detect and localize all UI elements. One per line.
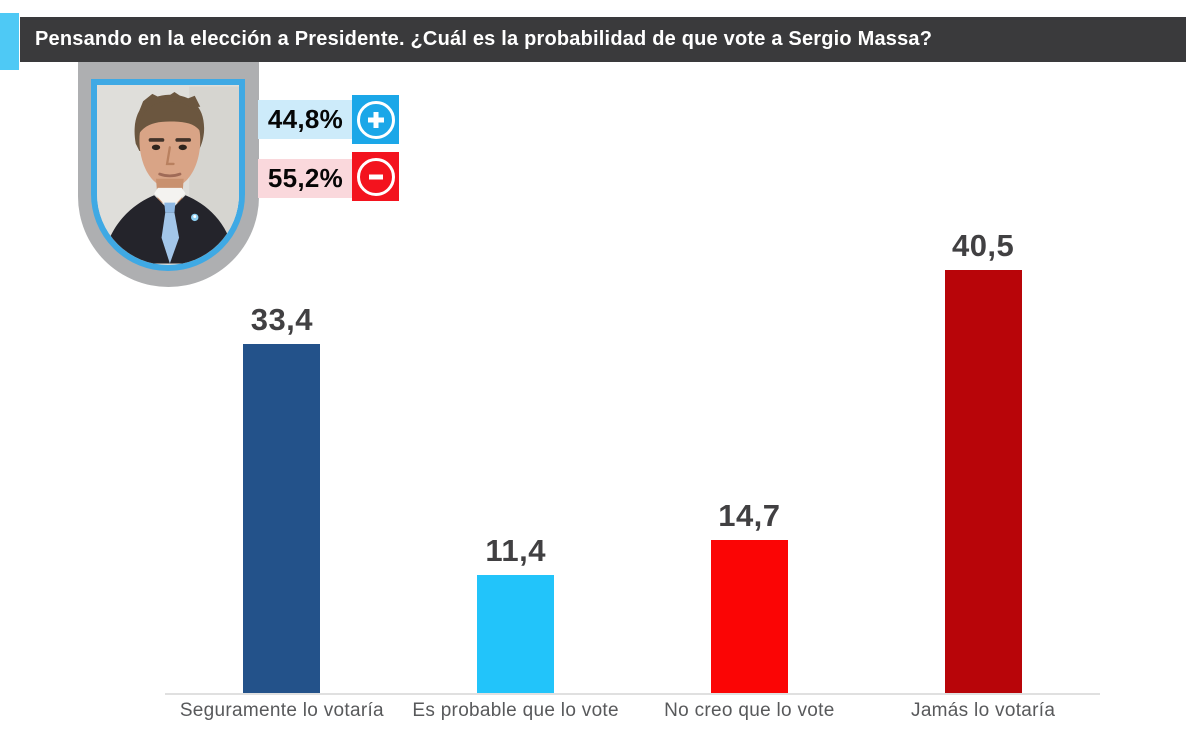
category-label: Jamás lo votaría [911,700,1056,721]
positive-summary-value: 44,8% [267,104,344,134]
chart-column: 11,4 [399,228,633,694]
cyan-accent-block [0,13,19,70]
chart-column: 14,7 [633,228,867,694]
category-axis: Seguramente lo votaría Es probable que lo… [165,700,1100,722]
question-title: Pensando en la elección a Presidente. ¿C… [35,28,933,50]
negative-summary-row: 55,2% [258,159,353,198]
plus-icon [356,100,395,139]
bar-value-label: 14,7 [718,498,781,533]
bar-4 [944,270,1022,694]
positive-summary-row: 44,8% [258,100,353,139]
bar-2 [477,575,555,694]
bar-value-label: 40,5 [951,228,1015,263]
question-header: Pensando en la elección a Presidente. ¿C… [20,17,1186,62]
bar-value-label: 11,4 [485,533,546,568]
negative-summary-value: 55,2% [267,163,344,193]
candidate-photo [91,79,245,271]
category-label: Es probable que lo vote [412,700,619,721]
category-label: Seguramente lo votaría [179,700,384,721]
positive-chip [352,95,399,144]
category-label: No creo que lo vote [664,700,835,721]
bar-1 [243,344,321,694]
bar-3 [710,540,788,694]
chart-baseline [165,693,1100,695]
bar-chart: 33,4 11,4 14,7 40,5 [165,228,1100,694]
candidate-badge [78,62,259,287]
minus-icon [356,157,395,196]
chart-column: 33,4 [165,228,399,694]
bar-value-label: 33,4 [250,302,314,337]
chart-column: 40,5 [866,228,1100,694]
portrait-illustration [97,86,239,264]
negative-chip [352,152,399,201]
